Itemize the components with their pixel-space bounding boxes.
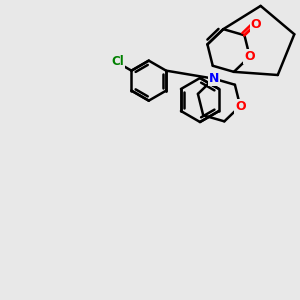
Text: O: O [244,50,255,63]
Text: Cl: Cl [112,55,124,68]
Text: O: O [250,18,261,31]
Text: O: O [235,100,245,112]
Text: N: N [208,72,219,85]
